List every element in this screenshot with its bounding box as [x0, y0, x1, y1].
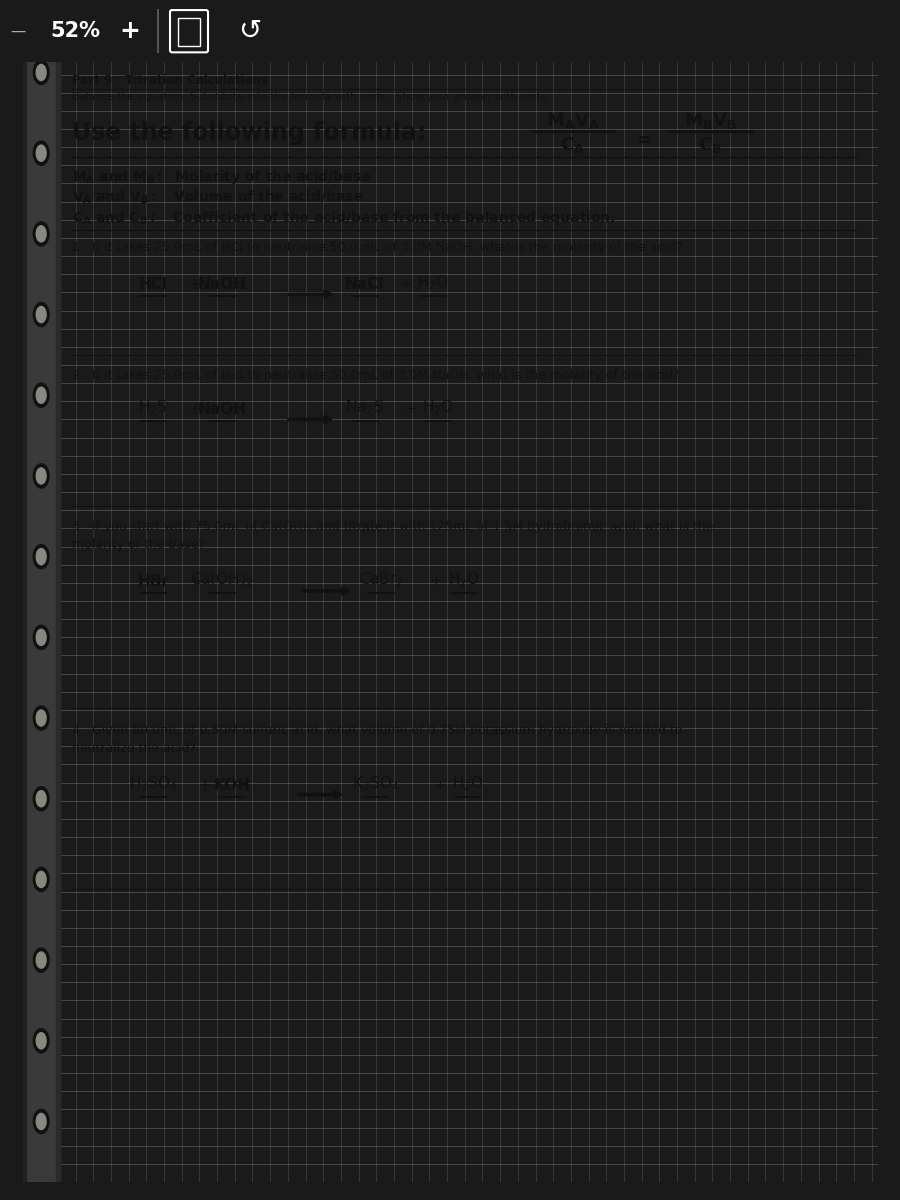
Text: Ca(OH)$_2$: Ca(OH)$_2$ — [191, 570, 254, 589]
Bar — [22, 62, 26, 1182]
Text: +: + — [120, 19, 140, 43]
Ellipse shape — [33, 60, 49, 84]
Text: molarity of the base?: molarity of the base? — [72, 538, 204, 551]
Ellipse shape — [36, 388, 46, 403]
Text: $\mathbf{M_BV_B}$: $\mathbf{M_BV_B}$ — [684, 110, 737, 131]
Text: ↺: ↺ — [238, 17, 262, 46]
Text: KOH: KOH — [213, 778, 250, 793]
Ellipse shape — [36, 226, 46, 242]
Ellipse shape — [36, 629, 46, 646]
Ellipse shape — [36, 791, 46, 806]
Ellipse shape — [36, 1114, 46, 1129]
Text: $\mathbf{C_A}$: $\mathbf{C_A}$ — [561, 136, 585, 155]
Ellipse shape — [33, 787, 49, 811]
Text: +: + — [188, 402, 201, 418]
Text: NaOH: NaOH — [198, 277, 247, 293]
Text: +: + — [198, 778, 211, 793]
Text: H$_2$O: H$_2$O — [422, 398, 454, 418]
Text: Part 9:  Titration Calculations: Part 9: Titration Calculations — [72, 74, 267, 88]
Text: 52%: 52% — [50, 22, 100, 41]
Text: 1.  If it takes 25.0mL of HCl to neutralize 50.0 mL of 3.0M NaOH, what is the mo: 1. If it takes 25.0mL of HCl to neutrali… — [72, 241, 682, 254]
Text: +: + — [404, 402, 417, 418]
Text: +: + — [429, 574, 442, 589]
Text: H$_2$SO$_4$: H$_2$SO$_4$ — [129, 774, 177, 793]
Ellipse shape — [33, 625, 49, 649]
Ellipse shape — [33, 222, 49, 246]
Text: $\mathbf{C_B}$: $\mathbf{C_B}$ — [698, 136, 723, 155]
Ellipse shape — [33, 545, 49, 569]
Ellipse shape — [33, 464, 49, 488]
Text: $\mathbf{V_A}$ $\mathbf{and\ V_B:}$   Volume of the acid/base: $\mathbf{V_A}$ $\mathbf{and\ V_B:}$ Volu… — [72, 188, 364, 206]
Text: +: + — [188, 277, 201, 293]
Text: K$_2$SO$_4$: K$_2$SO$_4$ — [352, 774, 399, 793]
Text: +: + — [434, 778, 446, 793]
Ellipse shape — [36, 145, 46, 161]
Ellipse shape — [36, 548, 46, 565]
Bar — [56, 62, 59, 1182]
Ellipse shape — [36, 468, 46, 484]
Ellipse shape — [36, 1033, 46, 1049]
Text: $\mathbf{M_AV_A}$: $\mathbf{M_AV_A}$ — [545, 110, 600, 131]
Text: H$_2$O: H$_2$O — [418, 274, 449, 293]
Text: $\mathbf{C_A}$ $\mathbf{and\ C_B:}$   Coefficient of the acid/base from the bala: $\mathbf{C_A}$ $\mathbf{and\ C_B:}$ Coef… — [72, 209, 616, 227]
Text: CaBr$_2$: CaBr$_2$ — [359, 570, 403, 589]
Text: Use the following formula:: Use the following formula: — [72, 121, 426, 145]
Text: NaCl: NaCl — [345, 277, 384, 293]
Text: H$_2$S: H$_2$S — [139, 398, 168, 418]
Ellipse shape — [33, 1028, 49, 1052]
Ellipse shape — [33, 706, 49, 730]
Ellipse shape — [33, 302, 49, 326]
Text: 3.  If you start with 75.0mL of Ca(OH)₂ and titrate it with 125mL of 1.5M hydrob: 3. If you start with 75.0mL of Ca(OH)₂ a… — [72, 520, 713, 533]
Text: HCl: HCl — [139, 277, 167, 293]
Ellipse shape — [33, 383, 49, 407]
Text: 4.  Given 80.0mL of 0.50M sulfuric acid, what volume of 0.75M potassium hydroxid: 4. Given 80.0mL of 0.50M sulfuric acid, … — [72, 724, 682, 737]
Ellipse shape — [33, 948, 49, 972]
Text: HBr: HBr — [138, 574, 169, 589]
Text: +: + — [400, 277, 412, 293]
Ellipse shape — [36, 65, 46, 80]
Text: $\mathbf{=}$: $\mathbf{=}$ — [632, 128, 652, 148]
Bar — [22, 62, 59, 1182]
Text: Na$_2$S: Na$_2$S — [345, 398, 384, 418]
Ellipse shape — [33, 142, 49, 166]
Text: —: — — [11, 24, 25, 38]
Text: NaOH: NaOH — [198, 402, 247, 418]
Ellipse shape — [36, 952, 46, 968]
Text: H$_2$O: H$_2$O — [452, 774, 483, 793]
Text: +: + — [188, 574, 201, 589]
Ellipse shape — [36, 306, 46, 323]
Ellipse shape — [36, 871, 46, 888]
Text: $\mathbf{M_A}$ $\mathbf{and\ M_B:}$  Molarity of the acid/base: $\mathbf{M_A}$ $\mathbf{and\ M_B:}$ Mola… — [72, 168, 371, 186]
Text: H$_2$O: H$_2$O — [448, 570, 480, 589]
Text: neutralize the acid?: neutralize the acid? — [72, 742, 195, 755]
Ellipse shape — [33, 868, 49, 892]
Ellipse shape — [36, 710, 46, 726]
Text: 2.  If it takes 25.0mL of H₂S to neutralize 50.0mL of 3.0M NaOH, what is the mol: 2. If it takes 25.0mL of H₂S to neutrali… — [72, 368, 679, 382]
Text: Balance the equation  Substitute into the formula with units.  Show your answer : Balance the equation Substitute into the… — [72, 91, 549, 102]
Ellipse shape — [33, 1109, 49, 1134]
